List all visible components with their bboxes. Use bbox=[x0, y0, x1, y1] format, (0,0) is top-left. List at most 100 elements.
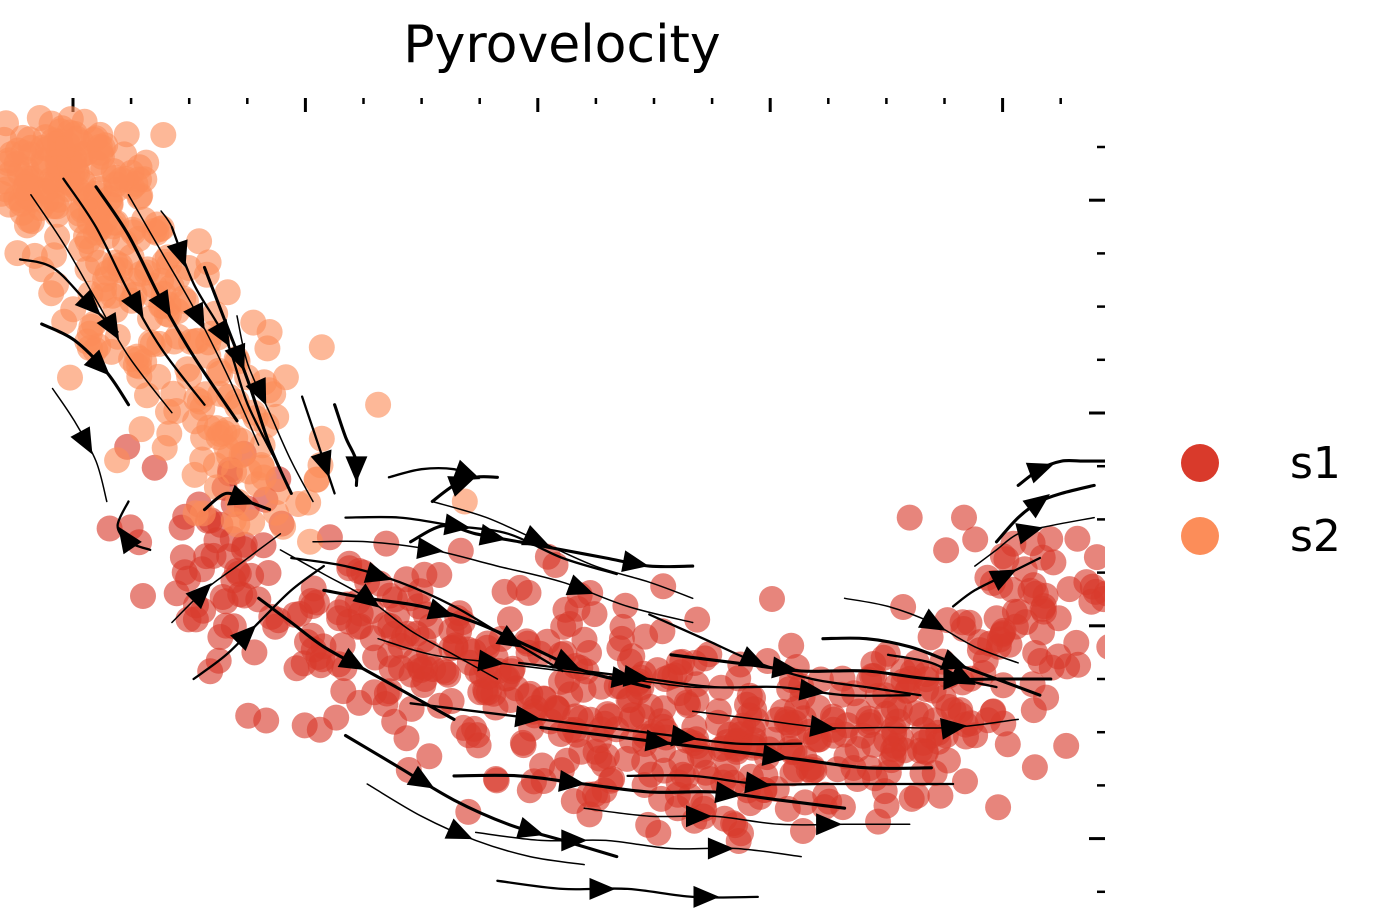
streamline-path bbox=[202, 265, 293, 495]
point-s1 bbox=[834, 712, 861, 739]
point-s1 bbox=[515, 579, 542, 606]
streamline bbox=[539, 725, 933, 770]
point-s1 bbox=[582, 738, 609, 765]
point-s1 bbox=[705, 698, 732, 725]
streamline-arrow bbox=[516, 817, 545, 839]
point-s2 bbox=[182, 408, 209, 435]
streamline bbox=[951, 556, 1042, 608]
point-s2 bbox=[297, 528, 323, 555]
point-s2 bbox=[59, 160, 86, 187]
streamline-arrow bbox=[185, 583, 212, 610]
streamline-path bbox=[886, 653, 998, 689]
point-s1 bbox=[763, 776, 790, 802]
point-s2 bbox=[0, 126, 18, 153]
point-s1 bbox=[1090, 586, 1105, 613]
streamline-path bbox=[40, 322, 131, 407]
streamline-path bbox=[409, 702, 803, 746]
streamline-arrow bbox=[939, 649, 969, 670]
point-s2 bbox=[87, 121, 114, 148]
streamline-arrow bbox=[917, 608, 947, 631]
point-s2 bbox=[221, 458, 248, 485]
streamline-arrow bbox=[337, 647, 366, 671]
point-s1 bbox=[950, 616, 977, 642]
point-s1 bbox=[323, 704, 350, 731]
point-s1 bbox=[497, 606, 523, 633]
streamline-arrow bbox=[406, 765, 435, 789]
scatter-points bbox=[0, 105, 1105, 854]
point-s1 bbox=[890, 594, 917, 620]
point-s1 bbox=[482, 766, 509, 792]
point-s1 bbox=[203, 527, 230, 554]
streamline-arrow bbox=[693, 885, 720, 908]
streamline-arrow bbox=[70, 426, 93, 455]
streamline-arrow bbox=[707, 837, 734, 860]
point-s1 bbox=[393, 725, 420, 752]
streamline-arrow bbox=[558, 770, 586, 792]
streamline-path bbox=[821, 636, 1042, 697]
point-s2 bbox=[272, 364, 299, 391]
point-s2 bbox=[256, 319, 283, 345]
point-s2 bbox=[182, 500, 209, 527]
streamline-arrow bbox=[74, 289, 101, 316]
point-s2 bbox=[31, 178, 58, 205]
streamline-path bbox=[452, 773, 847, 810]
streamline-path bbox=[160, 210, 195, 285]
point-s2 bbox=[104, 447, 131, 474]
point-s2 bbox=[239, 509, 266, 536]
point-s2 bbox=[111, 141, 138, 168]
point-s2 bbox=[150, 122, 177, 148]
streamline-path bbox=[496, 879, 759, 899]
point-s1 bbox=[1064, 525, 1091, 552]
streamline-arrow bbox=[426, 598, 455, 620]
point-s1 bbox=[913, 739, 939, 766]
series-s1 bbox=[96, 433, 1105, 854]
point-s2 bbox=[63, 125, 90, 152]
point-s1 bbox=[681, 650, 708, 676]
point-s2 bbox=[213, 434, 240, 461]
point-s1 bbox=[1040, 549, 1067, 576]
point-s1 bbox=[684, 606, 711, 633]
streamline-arrow bbox=[771, 656, 799, 679]
streamline bbox=[886, 653, 998, 689]
streamline-path bbox=[583, 807, 911, 826]
legend: s1 s2 bbox=[1181, 438, 1341, 562]
point-s1 bbox=[871, 778, 898, 805]
streamline bbox=[843, 597, 1019, 664]
point-s1 bbox=[675, 692, 702, 719]
streamline-arrow bbox=[183, 301, 205, 330]
point-s2 bbox=[74, 328, 101, 355]
point-s1 bbox=[1054, 653, 1081, 680]
point-s1 bbox=[886, 695, 913, 722]
point-s1 bbox=[303, 589, 330, 616]
point-s1 bbox=[791, 745, 818, 772]
streamline bbox=[236, 315, 314, 503]
streamline-arrow bbox=[352, 583, 380, 608]
streamline-arrow bbox=[96, 312, 120, 341]
velocity-streamlines bbox=[18, 177, 1105, 908]
streamline-path bbox=[236, 315, 314, 503]
streamline-arrow bbox=[622, 665, 650, 687]
streamline bbox=[517, 661, 911, 701]
chart-title: Pyrovelocity bbox=[403, 15, 720, 75]
point-s1 bbox=[962, 526, 989, 553]
point-s1 bbox=[917, 624, 944, 651]
point-s1 bbox=[807, 666, 834, 693]
point-s2 bbox=[86, 176, 113, 203]
streamline-arrow bbox=[521, 524, 550, 546]
point-s1 bbox=[790, 818, 816, 844]
streamline bbox=[430, 475, 499, 504]
streamline bbox=[300, 395, 336, 495]
streamline-arrow bbox=[565, 574, 594, 596]
point-s1 bbox=[591, 710, 618, 737]
point-s1 bbox=[163, 580, 190, 607]
point-s1 bbox=[1083, 544, 1105, 571]
legend-label-s1: s1 bbox=[1290, 438, 1341, 489]
streamline-arrow bbox=[478, 523, 507, 546]
streamline-arrow bbox=[621, 550, 649, 573]
point-s1 bbox=[777, 712, 804, 738]
streamline bbox=[94, 185, 239, 423]
point-s2 bbox=[134, 382, 160, 409]
streamline-path bbox=[62, 177, 206, 406]
point-s1 bbox=[209, 584, 236, 610]
point-s1 bbox=[494, 665, 521, 692]
